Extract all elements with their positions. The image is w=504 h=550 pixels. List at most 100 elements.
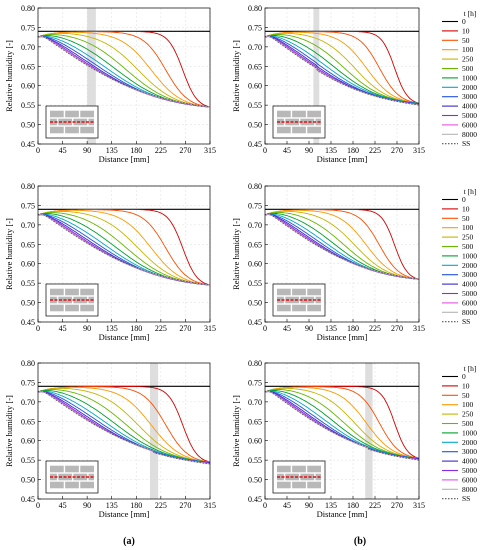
x-tick-label: 45 [59, 146, 67, 155]
series-line-3000 [37, 391, 211, 463]
series-line-100 [37, 209, 211, 286]
legend-label: 6000 [462, 475, 477, 484]
y-tick-label: 0.65 [248, 417, 262, 426]
brick-shape [73, 296, 88, 304]
x-axis-label: Distance [mm] [99, 332, 150, 342]
x-tick-label: 135 [106, 501, 118, 510]
series-line-SS [37, 390, 211, 465]
x-tick-label: 270 [391, 324, 403, 333]
chart-panel-a-bottom: 0 45 90 135 180 225 270 315 0.45 0.50 0.55 0.60 0.65… [4, 359, 216, 519]
series-line-250 [37, 32, 211, 108]
x-tick-label: 180 [130, 324, 142, 333]
brick-shape [277, 110, 291, 118]
mortar-band [87, 8, 96, 144]
legend-label: 10 [462, 26, 470, 35]
brick-shape [292, 288, 306, 296]
legend-label: 4000 [462, 280, 477, 289]
brick-shape [65, 288, 79, 296]
y-tick-label: 0.65 [21, 62, 35, 71]
plot-frame [37, 362, 211, 500]
x-tick-label: 45 [283, 324, 291, 333]
series-line-100 [37, 386, 211, 463]
wall-inset [45, 460, 99, 494]
chart-panel-b-top: 0 45 90 135 180 225 270 315 0.45 0.50 0.55 0.60 0.65… [231, 4, 425, 164]
legend-label: 1000 [462, 428, 477, 437]
x-tick-label: 315 [204, 146, 216, 155]
x-tick-label: 180 [347, 501, 359, 510]
brick-shape [277, 304, 291, 312]
legend-label: 0 [462, 195, 466, 204]
y-tick-label: 0.50 [248, 299, 262, 308]
series-line-SS [264, 390, 420, 461]
y-axis-label: Relative humidity [-] [4, 40, 14, 112]
x-tick-label: 45 [59, 324, 67, 333]
x-tick-label: 0 [263, 324, 267, 333]
y-axis-label: Relative humidity [-] [231, 218, 241, 290]
mortar-band [365, 363, 373, 499]
y-tick-label: 0.80 [248, 4, 262, 13]
legend-label: 2000 [462, 83, 477, 92]
series-line-SS [264, 35, 420, 106]
x-tick-label: 180 [130, 146, 142, 155]
x-tick-label: 225 [369, 324, 381, 333]
legend-label: 0 [462, 17, 466, 26]
wall-inset [272, 283, 326, 317]
y-tick-label: 0.70 [21, 43, 35, 52]
mortar-band [149, 363, 159, 499]
plot-frame [37, 7, 211, 145]
y-tick-label: 0.50 [21, 121, 35, 130]
x-tick-label: 315 [413, 324, 425, 333]
x-tick-label: 135 [325, 324, 337, 333]
x-tick-label: 45 [283, 146, 291, 155]
brick-shape [292, 465, 306, 473]
x-tick-label: 225 [155, 146, 167, 155]
x-axis-label: Distance [mm] [99, 154, 150, 164]
series-line-SS [37, 213, 211, 286]
x-tick-label: 0 [36, 501, 40, 510]
x-tick-label: 225 [369, 501, 381, 510]
x-axis-label: Distance [mm] [317, 332, 368, 342]
brick-shape [65, 110, 79, 118]
y-tick-label: 0.50 [21, 299, 35, 308]
x-tick-label: 180 [347, 146, 359, 155]
legend-label: 10 [462, 381, 470, 390]
y-tick-label: 0.70 [21, 221, 35, 230]
legend-label: SS [462, 494, 470, 503]
y-tick-label: 0.60 [21, 260, 35, 269]
y-tick-label: 0.55 [21, 279, 35, 288]
brick-shape [80, 481, 94, 489]
x-tick-label: 315 [204, 501, 216, 510]
x-tick-label: 135 [106, 146, 118, 155]
brick-shape [300, 118, 315, 126]
legend-label: 4000 [462, 457, 477, 466]
series-line-250 [37, 210, 211, 286]
x-tick-label: 315 [204, 324, 216, 333]
legend-label: 500 [462, 419, 474, 428]
y-tick-label: 0.70 [248, 398, 262, 407]
mortar-band [313, 8, 320, 144]
x-tick-label: 270 [179, 146, 191, 155]
y-tick-label: 0.50 [248, 476, 262, 485]
x-tick-label: 90 [305, 501, 313, 510]
x-axis-label: Distance [mm] [317, 509, 368, 519]
x-tick-label: 0 [263, 146, 267, 155]
y-tick-label: 0.65 [248, 240, 262, 249]
series-line-2000 [264, 390, 420, 459]
brick-shape [277, 473, 284, 481]
brick-shape [307, 465, 321, 473]
x-tick-label: 135 [325, 501, 337, 510]
wall-inset [45, 105, 99, 139]
y-tick-label: 0.80 [21, 4, 35, 13]
series-line-4000 [37, 391, 211, 464]
x-tick-label: 135 [325, 146, 337, 155]
y-tick-label: 0.75 [248, 201, 262, 210]
series-line-250 [264, 32, 420, 104]
legend-label: 50 [462, 391, 470, 400]
y-axis-label: Relative humidity [-] [231, 40, 241, 112]
brick-shape [292, 126, 306, 134]
y-tick-label: 0.65 [21, 417, 35, 426]
x-tick-label: 315 [413, 146, 425, 155]
y-tick-label: 0.55 [248, 279, 262, 288]
wall-inset [272, 105, 326, 139]
legend: t [h]01050100250500100020003000400050006… [442, 187, 477, 326]
